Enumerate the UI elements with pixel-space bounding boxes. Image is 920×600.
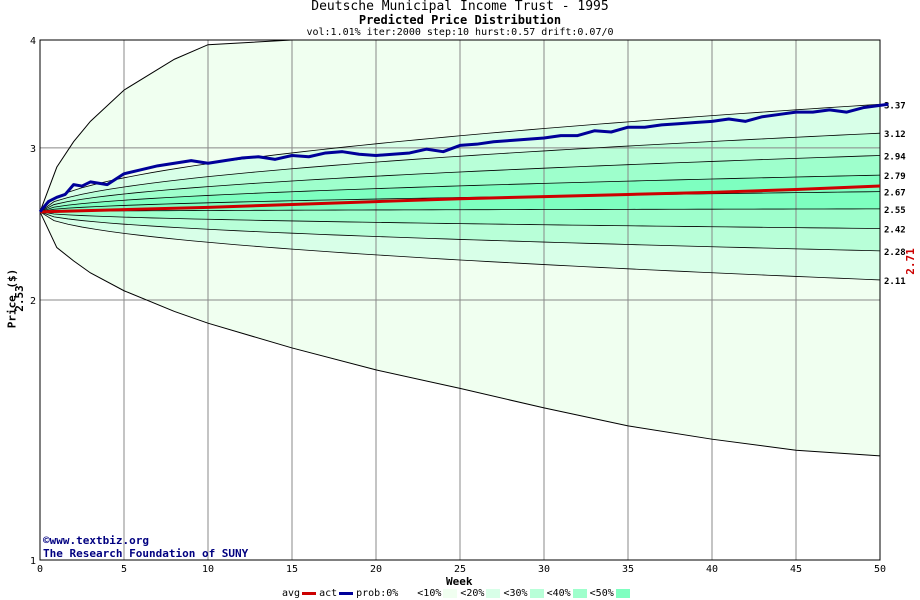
- x-tick-label-50: 50: [874, 564, 886, 575]
- band-end-label-1: 3.12: [884, 130, 906, 140]
- credit-url: ©www.textbiz.org: [43, 534, 149, 547]
- legend-b40-swatch: [572, 589, 587, 598]
- series-line-act: [38, 102, 889, 213]
- legend-item-prob0: prob:0%: [356, 588, 415, 599]
- legend-item-act: act: [319, 588, 354, 599]
- chart-params: vol:1.01% iter:2000 step:10 hurst:0.57 d…: [306, 27, 614, 38]
- x-tick-label-15: 15: [286, 564, 298, 575]
- legend-b20-swatch: [486, 589, 501, 598]
- band-line-1: [39, 132, 881, 213]
- band-end-label-2: 2.94: [884, 152, 906, 162]
- x-tick-label-25: 25: [454, 564, 466, 575]
- band-end-label-7: 2.28: [884, 248, 906, 258]
- y-tick-label-4: 4: [30, 36, 36, 47]
- band-end-label-6: 2.42: [884, 225, 906, 235]
- legend-item-b50: <50%: [590, 588, 630, 599]
- band-line-8: [39, 211, 881, 281]
- end-actual-price-label: 2.71: [903, 248, 917, 275]
- band-end-label-0: 3.37: [884, 101, 906, 111]
- band-line-2: [39, 155, 881, 213]
- x-tick-label-20: 20: [370, 564, 382, 575]
- band-line-6: [39, 211, 881, 229]
- chart-title-block: Deutsche Municipal Income Trust - 1995 P…: [0, 0, 920, 38]
- x-tick-label-0: 0: [37, 564, 43, 575]
- legend-act-label: act: [319, 588, 338, 599]
- series-line-avg: [39, 184, 881, 214]
- legend-b10-label: <10%: [417, 588, 442, 599]
- chart-title: Deutsche Municipal Income Trust - 1995: [311, 0, 609, 14]
- legend-b50-swatch: [615, 589, 630, 598]
- band-end-label-3: 2.79: [884, 172, 906, 182]
- band-line-5: [39, 208, 881, 213]
- band-end-label-8: 2.11: [884, 277, 906, 287]
- credit-block: ©www.textbiz.org The Research Foundation…: [43, 534, 248, 560]
- band-line-0: [39, 103, 881, 213]
- chart-subtitle: Predicted Price Distribution: [358, 13, 562, 27]
- legend-avg-swatch: [302, 592, 317, 595]
- legend-item-b20: <20%: [460, 588, 501, 599]
- y-tick-label-1: 1: [30, 556, 36, 567]
- band-line-7: [39, 211, 881, 252]
- legend-prob0-swatch: [400, 589, 415, 598]
- legend-item-b30: <30%: [503, 588, 544, 599]
- x-tick-label-35: 35: [622, 564, 634, 575]
- start-price-label: 2.53: [12, 285, 26, 312]
- band-end-label-5: 2.55: [884, 206, 906, 216]
- band-line-3: [39, 174, 881, 213]
- x-tick-label-30: 30: [538, 564, 550, 575]
- legend-b50-label: <50%: [589, 588, 614, 599]
- legend: avg act prob:0% <10% <20% <30% <40% <50%: [282, 588, 633, 599]
- x-tick-label-10: 10: [202, 564, 214, 575]
- legend-act-swatch: [339, 592, 354, 595]
- x-tick-label-40: 40: [706, 564, 718, 575]
- legend-b20-label: <20%: [460, 588, 485, 599]
- legend-b40-label: <40%: [546, 588, 571, 599]
- legend-avg-label: avg: [282, 588, 301, 599]
- y-tick-label-2: 2: [30, 296, 36, 307]
- legend-item-avg: avg: [282, 588, 317, 599]
- legend-item-b10: <10%: [417, 588, 458, 599]
- legend-prob0-label: prob:0%: [356, 588, 399, 599]
- legend-b10-swatch: [443, 589, 458, 598]
- legend-b30-label: <30%: [503, 588, 528, 599]
- y-tick-label-3: 3: [30, 144, 36, 155]
- plot-frame: [39, 39, 881, 561]
- band-fill-1: [40, 133, 880, 212]
- legend-item-b40: <40%: [547, 588, 587, 599]
- envelope-lower: [39, 211, 881, 457]
- credit-org: The Research Foundation of SUNY: [43, 547, 249, 560]
- x-axis-label: Week: [446, 575, 473, 588]
- x-tick-label-5: 5: [121, 564, 127, 575]
- x-tick-label-45: 45: [790, 564, 802, 575]
- legend-b30-swatch: [529, 589, 544, 598]
- band-fill-0: [40, 104, 880, 212]
- band-end-label-4: 2.67: [884, 189, 906, 199]
